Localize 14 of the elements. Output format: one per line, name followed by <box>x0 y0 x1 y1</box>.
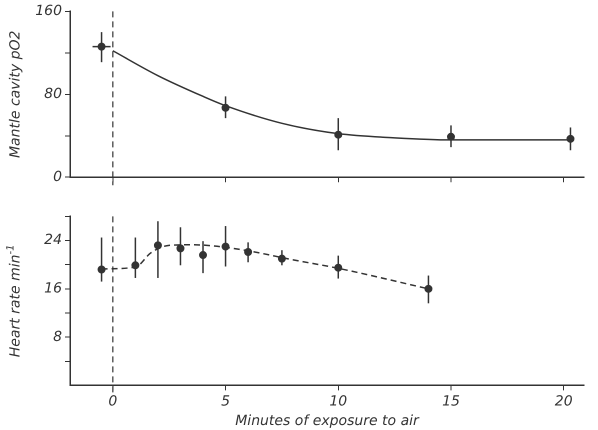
x-tick-label: 0 <box>108 393 118 410</box>
x-tick-label: 15 <box>442 393 460 410</box>
x-tick-label: 10 <box>329 393 348 410</box>
x-tick-label: 5 <box>221 393 230 410</box>
x-axis-title: Minutes of exposure to air <box>235 413 420 430</box>
y-axis-title: Mantle cavity pO2 <box>8 30 24 158</box>
y-tick-label: 16 <box>44 280 62 296</box>
y-axis-title: Heart rate min-1 <box>6 244 24 358</box>
y-tick-label: 8 <box>53 328 62 345</box>
y-tick-label: 80 <box>44 86 62 102</box>
x-tick-label: 20 <box>554 393 573 410</box>
y-tick-label: 24 <box>44 232 62 248</box>
y-tick-label: 0 <box>53 168 62 185</box>
y-tick-label: 160 <box>35 3 62 20</box>
